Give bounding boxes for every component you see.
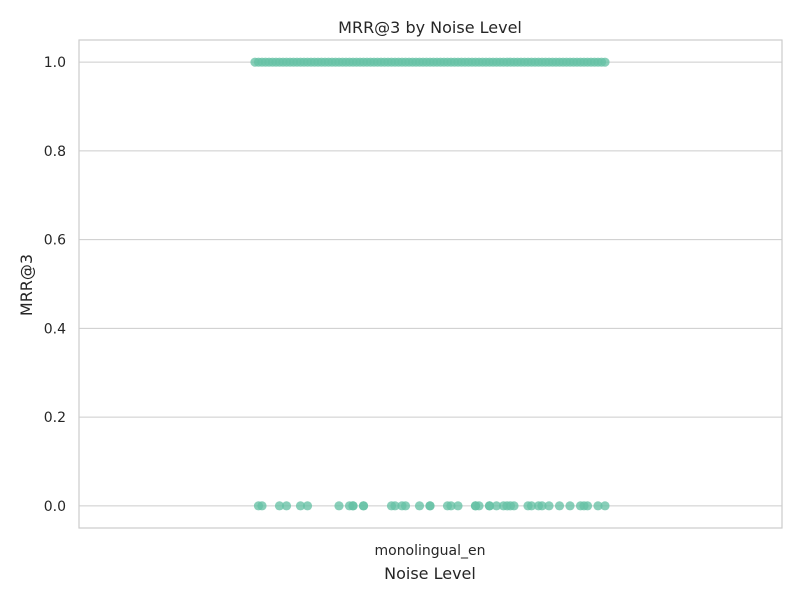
data-point-low bbox=[537, 501, 547, 511]
data-point-low bbox=[593, 501, 603, 511]
data-point-low bbox=[295, 501, 306, 511]
data-points bbox=[250, 57, 610, 511]
y-gridlines bbox=[79, 61, 782, 507]
y-tick-label: 0.4 bbox=[44, 321, 66, 337]
data-point-low bbox=[582, 501, 593, 511]
data-point-low bbox=[509, 501, 519, 511]
data-point-low bbox=[446, 501, 456, 511]
plot-frame bbox=[78, 39, 783, 529]
y-tick-label: 0.2 bbox=[44, 410, 66, 426]
y-tick-label: 0.0 bbox=[44, 499, 66, 515]
y-tick-labels: 0.0 0.2 0.4 0.6 0.8 1.0 bbox=[44, 55, 66, 515]
data-point-low bbox=[257, 501, 267, 511]
x-axis-label: Noise Level bbox=[384, 564, 476, 583]
data-point-low bbox=[390, 501, 400, 511]
chart-title: MRR@3 by Noise Level bbox=[338, 18, 522, 37]
data-point-low bbox=[302, 501, 313, 511]
y-tick-label: 0.8 bbox=[44, 144, 66, 160]
y-tick-label: 1.0 bbox=[44, 55, 66, 71]
data-point-low bbox=[474, 501, 484, 511]
data-point-low bbox=[453, 501, 463, 511]
data-point-low bbox=[274, 501, 285, 511]
data-point-low bbox=[544, 501, 554, 511]
y-tick-label: 0.6 bbox=[44, 233, 66, 249]
data-point-high bbox=[600, 57, 610, 67]
data-point-low bbox=[334, 501, 344, 511]
x-tick-label: monolingual_en bbox=[374, 543, 485, 559]
data-point-low bbox=[414, 501, 425, 511]
data-point-low bbox=[554, 501, 565, 511]
data-point-low bbox=[348, 501, 358, 511]
data-point-low bbox=[281, 501, 292, 511]
data-point-low bbox=[358, 501, 369, 511]
data-point-low bbox=[484, 501, 495, 511]
data-point-low bbox=[526, 501, 537, 511]
data-point-low bbox=[400, 501, 411, 511]
data-point-low bbox=[491, 501, 502, 511]
data-point-low bbox=[565, 501, 575, 511]
data-point-low bbox=[600, 501, 610, 511]
y-axis-label: MRR@3 bbox=[17, 254, 36, 316]
data-point-low bbox=[425, 501, 435, 511]
